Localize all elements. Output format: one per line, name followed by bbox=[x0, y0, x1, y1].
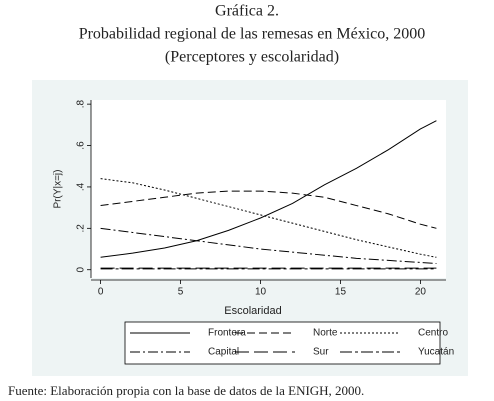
legend-label: Norte bbox=[313, 328, 338, 339]
y-tick-label: 0 bbox=[76, 267, 87, 273]
source-note: Fuente: Elaboración propia con la base d… bbox=[8, 383, 364, 398]
x-axis-label: Escolaridad bbox=[224, 305, 281, 317]
plot-area bbox=[91, 100, 446, 278]
y-tick-label: .6 bbox=[76, 141, 87, 150]
chart-subtitle: (Perceptores y escolaridad) bbox=[165, 49, 339, 66]
series-line bbox=[100, 178, 437, 258]
legend-label: Yucatán bbox=[418, 347, 454, 358]
chart-subtitle: Probabilidad regional de las remesas en … bbox=[79, 26, 426, 43]
legend bbox=[124, 321, 441, 365]
y-tick-label: .2 bbox=[76, 224, 87, 233]
legend-label: Centro bbox=[418, 328, 448, 339]
y-axis-label: Pr(Y|x=j) bbox=[53, 170, 64, 209]
chart-title: Gráfica 2. bbox=[215, 3, 279, 20]
x-tick-label: 15 bbox=[335, 287, 347, 298]
series-line bbox=[100, 120, 437, 258]
series-line bbox=[100, 227, 437, 265]
x-tick-label: 5 bbox=[178, 287, 184, 298]
y-tick-label: .8 bbox=[76, 100, 87, 109]
legend-label: Frontera bbox=[208, 328, 246, 339]
x-tick-label: 20 bbox=[415, 287, 427, 298]
y-tick-label: .4 bbox=[76, 182, 87, 191]
legend-label: Capital bbox=[208, 347, 239, 358]
legend-label: Sur bbox=[313, 347, 329, 358]
x-tick-label: 10 bbox=[255, 287, 267, 298]
x-tick-label: 0 bbox=[98, 287, 104, 298]
